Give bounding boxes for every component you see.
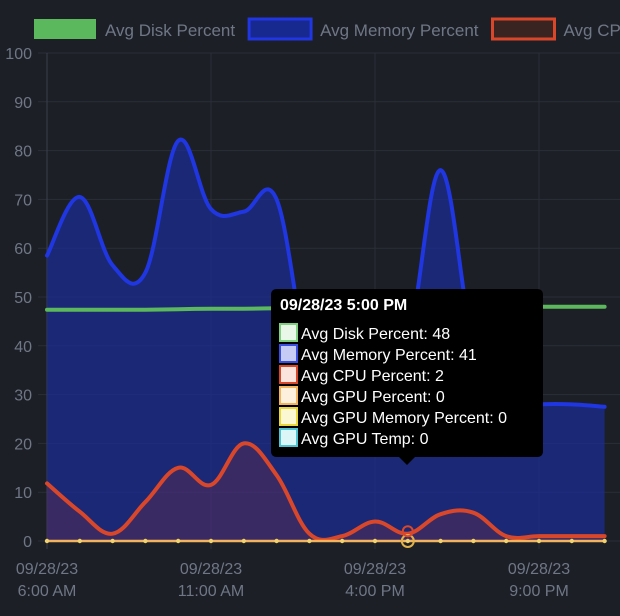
y-tick-label: 90 [14, 95, 32, 112]
legend[interactable]: Avg Disk Percent Avg Memory Percent Avg CP… [34, 17, 620, 41]
gpu-data-point [340, 538, 345, 544]
tooltip-item-label: Avg Memory Percent: 41 [301, 347, 477, 364]
tooltip: 09/28/23 5:00 PM Avg Disk Percent: 48 Avg … [271, 289, 543, 465]
tooltip-swatch [279, 365, 298, 384]
tooltip-swatch [279, 407, 298, 426]
tooltip-item-label: Avg GPU Temp: 0 [301, 431, 429, 448]
legend-swatch-avg-cpu-percent [491, 17, 556, 41]
y-axis: 0 10 20 30 40 50 60 70 80 90 100 [5, 46, 32, 551]
y-tick-label: 20 [14, 436, 32, 453]
tooltip-title: 09/28/23 5:00 PM [280, 297, 407, 314]
gpu-data-point [536, 538, 542, 544]
gpu-data-point [44, 538, 50, 544]
tooltip-swatch [279, 428, 298, 447]
legend-swatch-avg-memory-percent [247, 17, 313, 41]
tooltip-box [271, 289, 543, 465]
tooltip-swatch [279, 344, 298, 363]
gpu-data-point [307, 538, 312, 544]
x-tick-time: 9:00 PM [509, 583, 569, 600]
y-tick-label: 100 [5, 46, 32, 63]
legend-item-avg-memory-percent[interactable]: Avg Memory Percent [247, 17, 479, 41]
legend-label-avg-disk-percent: Avg Disk Percent [105, 21, 235, 40]
gpu-data-point [569, 538, 574, 544]
x-tick-time: 11:00 AM [178, 583, 244, 600]
gpu-data-point [274, 538, 279, 544]
gpu-data-point [372, 538, 378, 544]
x-tick-date: 09/28/23 [508, 561, 570, 578]
hover-point-gpu [400, 534, 415, 548]
tooltip-item-label: Avg CPU Percent: 2 [301, 368, 444, 385]
y-tick-label: 10 [14, 485, 32, 502]
avg-cpu-percentarea [47, 443, 605, 541]
gpu-data-point [471, 538, 476, 544]
legend-item-avg-cpu-percent[interactable]: Avg CPU Percent [491, 17, 620, 41]
gpu-data-point [110, 538, 115, 544]
gpu-data-point [405, 538, 410, 544]
gpu-data-point [504, 538, 509, 544]
legend-label-avg-memory-percent: Avg Memory Percent [320, 21, 479, 40]
series-points [44, 525, 607, 548]
tooltip-item-label: Avg GPU Percent: 0 [301, 389, 445, 406]
tooltip-item-label: Avg GPU Memory Percent: 0 [301, 410, 507, 427]
y-tick-label: 30 [14, 388, 32, 405]
y-tick-label: 40 [14, 339, 32, 356]
tooltip-item-label: Avg Disk Percent: 48 [301, 326, 450, 343]
tooltip-swatch [279, 323, 298, 342]
x-tick-date: 09/28/23 [16, 561, 78, 578]
x-tick-time: 6:00 AM [18, 583, 77, 600]
gpu-data-point [241, 538, 246, 544]
gpu-data-point [77, 538, 83, 544]
gpu-data-point [208, 538, 214, 544]
tooltip-swatch [279, 386, 298, 405]
x-axis: 09/28/23 6:00 AM 09/28/23 11:00 AM 09/28/23 4… [16, 561, 570, 600]
y-tick-label: 80 [14, 144, 32, 161]
x-tick-date: 09/28/23 [344, 561, 406, 578]
x-tick-date: 09/28/23 [180, 561, 242, 578]
gpu-data-point [143, 538, 148, 544]
gpu-data-point [176, 538, 181, 544]
y-tick-label: 50 [14, 290, 32, 307]
x-tick-time: 4:00 PM [345, 583, 405, 600]
legend-item-avg-disk-percent[interactable]: Avg Disk Percent [34, 19, 235, 40]
legend-label-avg-cpu-percent: Avg CPU Percent [564, 21, 620, 40]
legend-swatch-avg-disk-percent [34, 19, 96, 39]
gpu-data-point [438, 538, 443, 544]
y-tick-label: 0 [23, 534, 32, 551]
y-tick-label: 70 [14, 192, 32, 209]
hover-point-cpu [401, 525, 414, 538]
gpu-data-point [602, 538, 607, 544]
y-tick-label: 60 [14, 241, 32, 258]
